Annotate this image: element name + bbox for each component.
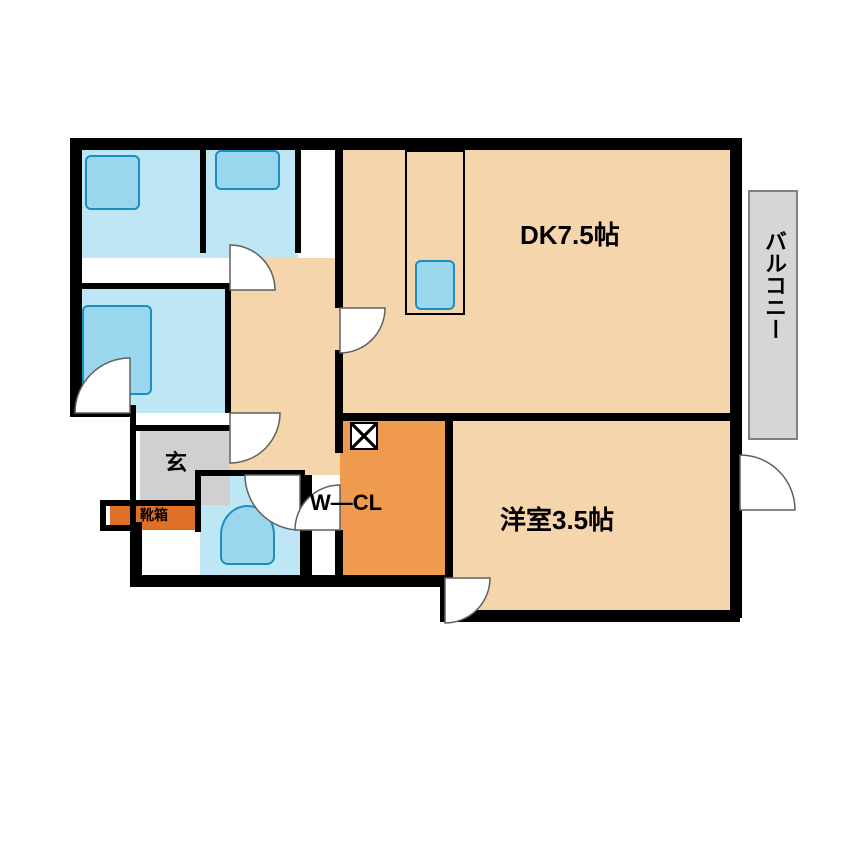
wall-17 bbox=[445, 413, 453, 578]
wall-26 bbox=[100, 525, 135, 531]
wall-11 bbox=[295, 138, 301, 253]
room-dk bbox=[340, 138, 740, 418]
wall-6 bbox=[300, 575, 450, 587]
wall-12 bbox=[70, 283, 225, 289]
wall-14 bbox=[335, 138, 343, 308]
wall-16 bbox=[335, 413, 740, 421]
wall-15 bbox=[335, 350, 343, 420]
wall-10 bbox=[200, 138, 206, 253]
label-bedroom_label: 洋室3.5帖 bbox=[500, 500, 614, 537]
wall-1 bbox=[70, 138, 82, 413]
label-entrance_label: 玄 bbox=[165, 445, 187, 477]
label-wcl_label: W―CL bbox=[310, 490, 382, 516]
wall-0 bbox=[70, 138, 740, 150]
fixture-closet_mark bbox=[350, 422, 378, 450]
fixture-basin bbox=[215, 150, 280, 190]
wall-9 bbox=[730, 138, 742, 618]
fixture-tub bbox=[82, 305, 152, 395]
door-arc-6 bbox=[740, 455, 795, 510]
wall-8 bbox=[440, 610, 740, 622]
room-hall bbox=[230, 258, 340, 475]
fixture-washer bbox=[85, 155, 140, 210]
wall-18 bbox=[335, 413, 343, 453]
fixture-sink bbox=[415, 260, 455, 310]
label-shoebox_label: 靴箱 bbox=[140, 505, 168, 525]
wall-23 bbox=[130, 405, 136, 530]
wall-4 bbox=[130, 575, 310, 587]
wall-2 bbox=[70, 405, 130, 417]
fixture-toilet_bowl bbox=[220, 505, 275, 565]
wall-19 bbox=[335, 530, 343, 580]
wall-20 bbox=[195, 470, 305, 476]
wall-22 bbox=[130, 425, 230, 431]
wall-13 bbox=[225, 283, 231, 413]
label-dk_label: DK7.5帖 bbox=[520, 215, 620, 252]
label-balcony_label: バルコニー bbox=[758, 230, 790, 340]
